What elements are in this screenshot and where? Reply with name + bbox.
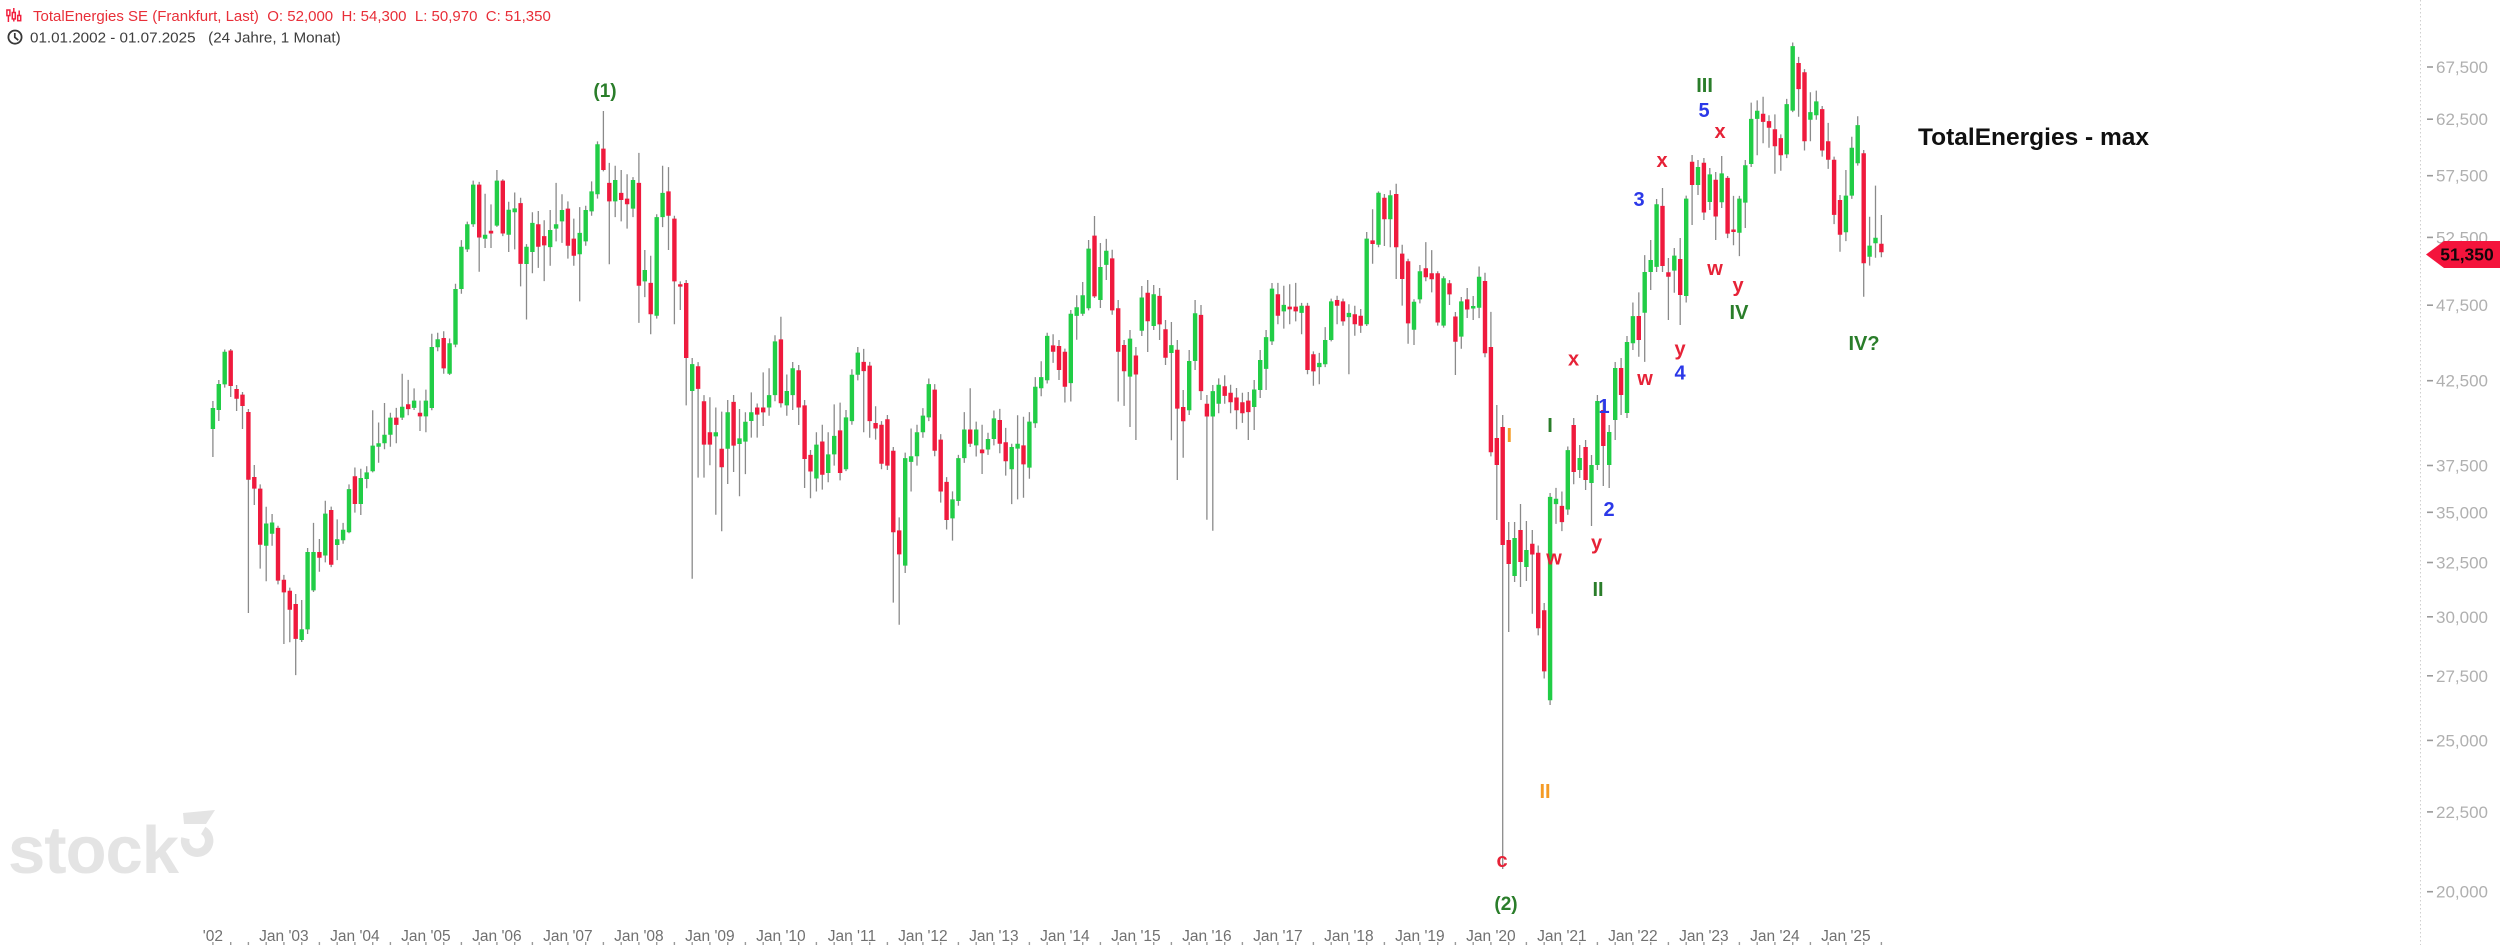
svg-text:III: III [1696, 75, 1713, 97]
svg-text:Jan '18: Jan '18 [1324, 928, 1374, 945]
svg-text:Jan '23: Jan '23 [1679, 928, 1729, 945]
svg-text:32,500: 32,500 [2436, 554, 2488, 573]
svg-text:stock: stock [8, 813, 180, 888]
svg-text:5: 5 [1698, 100, 1709, 122]
svg-text:Jan '17: Jan '17 [1253, 928, 1303, 945]
svg-text:x: x [1714, 121, 1725, 143]
svg-text:II: II [1592, 579, 1603, 601]
svg-text:w: w [1636, 368, 1653, 390]
svg-text:2: 2 [1603, 499, 1614, 521]
svg-text:II: II [1539, 781, 1550, 803]
svg-text:Jan '11: Jan '11 [828, 928, 876, 945]
svg-text:Jan '25: Jan '25 [1821, 928, 1871, 945]
svg-text:47,500: 47,500 [2436, 296, 2488, 315]
svg-text:Jan '05: Jan '05 [401, 928, 451, 945]
svg-text:Jan '08: Jan '08 [614, 928, 664, 945]
svg-text:1: 1 [1598, 396, 1609, 418]
svg-text:Jan '15: Jan '15 [1111, 928, 1161, 945]
svg-text:67,500: 67,500 [2436, 58, 2488, 77]
svg-text:y: y [1732, 275, 1744, 297]
svg-text:w: w [1706, 258, 1723, 280]
svg-text:Jan '24: Jan '24 [1750, 928, 1800, 945]
svg-text:x: x [1568, 349, 1579, 371]
svg-text:Jan '07: Jan '07 [543, 928, 593, 945]
svg-text:Jan '06: Jan '06 [472, 928, 522, 945]
svg-text:51,350: 51,350 [2440, 245, 2494, 265]
svg-text:(1): (1) [593, 81, 616, 102]
svg-text:37,500: 37,500 [2436, 457, 2488, 476]
svg-text:(2): (2) [1494, 894, 1517, 915]
svg-text:'02: '02 [203, 928, 223, 945]
svg-text:Jan '22: Jan '22 [1608, 928, 1658, 945]
svg-text:I: I [1547, 415, 1553, 437]
svg-text:c: c [1496, 850, 1507, 872]
svg-text:22,500: 22,500 [2436, 803, 2488, 822]
svg-text:y: y [1674, 339, 1686, 361]
svg-text:Jan '09: Jan '09 [685, 928, 735, 945]
svg-text:42,500: 42,500 [2436, 372, 2488, 391]
svg-text:Jan '14: Jan '14 [1040, 928, 1090, 945]
svg-text:57,500: 57,500 [2436, 167, 2488, 186]
svg-text:27,500: 27,500 [2436, 667, 2488, 686]
svg-text:01.01.2002 - 01.07.2025 (24: 01.01.2002 - 01.07.2025 (24 Jahre, 1 Mon… [30, 30, 341, 47]
svg-text:TotalEnergies - max: TotalEnergies - max [1918, 124, 2149, 151]
svg-text:4: 4 [1674, 363, 1686, 385]
svg-text:w: w [1545, 548, 1562, 570]
svg-text:30,000: 30,000 [2436, 608, 2488, 627]
svg-text:Jan '20: Jan '20 [1466, 928, 1516, 945]
svg-text:25,000: 25,000 [2436, 731, 2488, 750]
svg-text:Jan '10: Jan '10 [756, 928, 806, 945]
svg-text:Jan '04: Jan '04 [330, 928, 380, 945]
svg-text:Jan '16: Jan '16 [1182, 928, 1232, 945]
svg-text:IV?: IV? [1848, 333, 1879, 355]
svg-text:35,000: 35,000 [2436, 503, 2488, 522]
svg-text:x: x [1656, 150, 1667, 172]
svg-text:y: y [1591, 533, 1603, 555]
svg-text:Jan '19: Jan '19 [1395, 928, 1445, 945]
svg-text:Jan '13: Jan '13 [969, 928, 1019, 945]
svg-text:TotalEnergies SE (Frankfurt, L: TotalEnergies SE (Frankfurt, Last) O: 52… [33, 8, 551, 25]
svg-text:20,000: 20,000 [2436, 883, 2488, 902]
svg-text:Jan '03: Jan '03 [259, 928, 309, 945]
svg-text:Jan '12: Jan '12 [898, 928, 948, 945]
svg-text:Jan '21: Jan '21 [1537, 928, 1587, 945]
svg-text:62,500: 62,500 [2436, 110, 2488, 129]
svg-text:IV: IV [1730, 302, 1750, 324]
svg-text:I: I [1507, 425, 1513, 447]
svg-text:3: 3 [1633, 189, 1644, 211]
